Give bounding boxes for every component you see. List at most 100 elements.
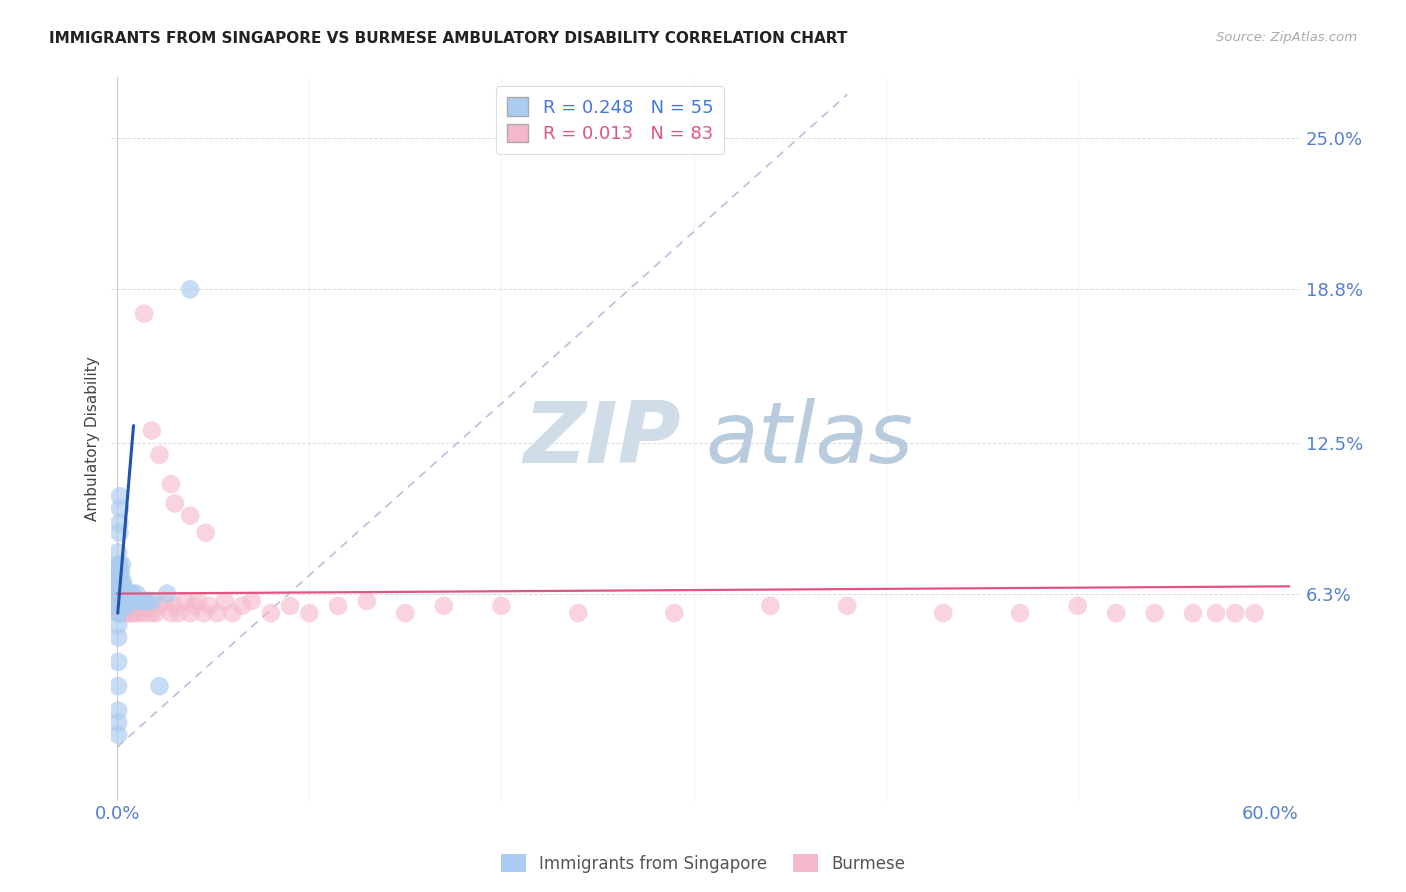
Point xyxy=(179,282,201,296)
Point xyxy=(1225,606,1247,620)
Point xyxy=(108,587,131,601)
Point xyxy=(107,618,129,632)
Point xyxy=(148,599,170,613)
Point xyxy=(108,565,131,579)
Point xyxy=(118,606,141,620)
Point xyxy=(110,594,132,608)
Point xyxy=(160,477,183,491)
Point xyxy=(111,606,134,620)
Point xyxy=(124,599,146,613)
Point xyxy=(107,558,129,572)
Point xyxy=(240,594,263,608)
Point xyxy=(1182,606,1205,620)
Point xyxy=(107,587,129,601)
Point xyxy=(326,599,349,613)
Point xyxy=(108,525,131,540)
Point xyxy=(108,558,131,572)
Point xyxy=(108,599,131,613)
Text: IMMIGRANTS FROM SINGAPORE VS BURMESE AMBULATORY DISABILITY CORRELATION CHART: IMMIGRANTS FROM SINGAPORE VS BURMESE AMB… xyxy=(49,31,848,46)
Point xyxy=(156,587,179,601)
Point xyxy=(107,582,129,596)
Point xyxy=(108,582,131,596)
Point xyxy=(107,679,129,693)
Point xyxy=(1067,599,1090,613)
Point xyxy=(179,606,201,620)
Point xyxy=(356,594,378,608)
Point xyxy=(107,589,129,603)
Point xyxy=(108,587,131,601)
Point xyxy=(107,631,129,645)
Point xyxy=(108,599,131,613)
Point xyxy=(193,606,215,620)
Point xyxy=(107,606,129,620)
Point xyxy=(118,594,141,608)
Point xyxy=(394,606,416,620)
Point xyxy=(129,594,152,608)
Point xyxy=(108,574,131,589)
Point xyxy=(107,715,129,730)
Point xyxy=(107,704,129,718)
Point xyxy=(125,587,148,601)
Point xyxy=(111,582,134,596)
Point xyxy=(111,594,134,608)
Point xyxy=(108,587,131,601)
Point xyxy=(298,606,321,620)
Point xyxy=(1010,606,1032,620)
Point xyxy=(120,594,142,608)
Point xyxy=(114,594,136,608)
Point xyxy=(107,594,129,608)
Point xyxy=(110,606,132,620)
Point xyxy=(278,599,301,613)
Point xyxy=(141,606,163,620)
Point xyxy=(107,728,129,742)
Point xyxy=(108,501,131,516)
Point xyxy=(129,606,152,620)
Point xyxy=(108,594,131,608)
Point xyxy=(108,516,131,530)
Point xyxy=(160,606,183,620)
Point xyxy=(135,606,157,620)
Point xyxy=(141,594,163,608)
Point xyxy=(114,582,136,596)
Point xyxy=(107,569,129,583)
Point xyxy=(187,594,209,608)
Point xyxy=(198,599,221,613)
Point xyxy=(107,582,129,596)
Point xyxy=(111,594,134,608)
Point xyxy=(115,606,138,620)
Point xyxy=(163,497,186,511)
Point xyxy=(111,599,134,613)
Point xyxy=(110,599,132,613)
Point xyxy=(167,606,190,620)
Point xyxy=(107,599,129,613)
Point xyxy=(125,606,148,620)
Legend: R = 0.248   N = 55, R = 0.013   N = 83: R = 0.248 N = 55, R = 0.013 N = 83 xyxy=(496,87,724,154)
Point xyxy=(107,569,129,583)
Point xyxy=(759,599,782,613)
Point xyxy=(107,606,129,620)
Point xyxy=(205,606,228,620)
Point xyxy=(107,599,129,613)
Point xyxy=(120,587,142,601)
Point xyxy=(132,307,155,321)
Point xyxy=(107,574,129,589)
Point xyxy=(173,594,195,608)
Point xyxy=(221,606,243,620)
Point xyxy=(433,599,456,613)
Legend: Immigrants from Singapore, Burmese: Immigrants from Singapore, Burmese xyxy=(495,847,911,880)
Point xyxy=(491,599,513,613)
Point xyxy=(194,525,217,540)
Point xyxy=(214,594,236,608)
Y-axis label: Ambulatory Disability: Ambulatory Disability xyxy=(86,357,100,522)
Point xyxy=(115,587,138,601)
Point xyxy=(664,606,686,620)
Point xyxy=(110,574,132,589)
Point xyxy=(107,655,129,669)
Point xyxy=(107,558,129,572)
Point xyxy=(121,587,143,601)
Point xyxy=(132,594,155,608)
Point xyxy=(107,587,129,601)
Point xyxy=(107,606,129,620)
Point xyxy=(179,508,201,523)
Point xyxy=(108,489,131,503)
